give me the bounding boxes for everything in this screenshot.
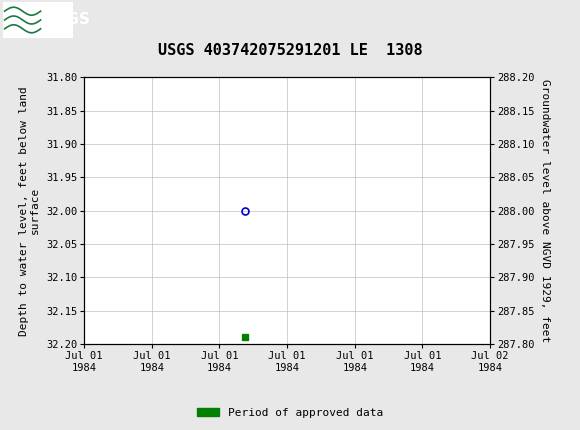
Y-axis label: Depth to water level, feet below land
surface: Depth to water level, feet below land su… <box>19 86 41 335</box>
Text: USGS: USGS <box>44 12 90 28</box>
Text: USGS 403742075291201 LE  1308: USGS 403742075291201 LE 1308 <box>158 43 422 58</box>
Legend: Period of approved data: Period of approved data <box>193 403 387 422</box>
Y-axis label: Groundwater level above NGVD 1929, feet: Groundwater level above NGVD 1929, feet <box>540 79 550 342</box>
Bar <box>3 2 72 38</box>
